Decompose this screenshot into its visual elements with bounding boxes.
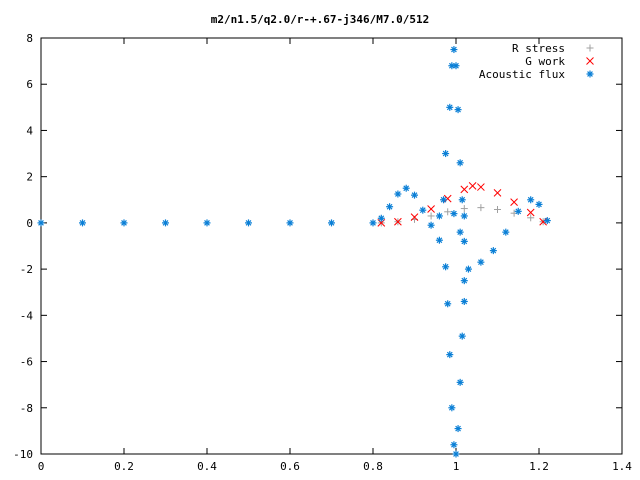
data-point (514, 207, 522, 215)
data-point (369, 219, 377, 227)
legend-label: R stress (512, 42, 565, 55)
data-point (464, 265, 472, 273)
data-point (456, 159, 464, 167)
y-tick-label: -4 (20, 309, 34, 322)
x-tick-label: 0.4 (197, 460, 217, 473)
data-point (477, 204, 485, 212)
data-point (535, 200, 543, 208)
data-point (79, 219, 86, 227)
data-point (419, 206, 427, 214)
data-point (394, 217, 402, 226)
y-tick-label: 6 (26, 78, 33, 91)
series-acoustic-flux (37, 46, 551, 458)
series-r-stress (377, 204, 547, 227)
data-point (502, 228, 510, 236)
data-point (494, 205, 501, 213)
data-point (286, 219, 294, 227)
data-point (377, 214, 385, 222)
data-point (450, 210, 458, 218)
data-point (460, 277, 468, 285)
x-tick-label: 0.2 (114, 460, 134, 473)
series-g-work (377, 182, 548, 227)
legend-marker (586, 57, 594, 65)
data-point (460, 212, 468, 220)
data-point (411, 191, 418, 199)
data-point (526, 208, 535, 217)
data-point (442, 263, 450, 271)
data-point (394, 190, 402, 198)
data-point (386, 203, 394, 211)
y-tick-label: 2 (26, 171, 33, 184)
legend-marker (586, 70, 594, 78)
y-tick-label: 4 (26, 124, 33, 137)
y-tick-label: -10 (13, 448, 33, 461)
data-point (444, 208, 452, 216)
legend-label: Acoustic flux (479, 68, 565, 81)
x-tick-label: 1 (453, 460, 460, 473)
data-point (410, 213, 419, 221)
y-tick-label: -8 (20, 402, 33, 415)
x-tick-label: 0.6 (280, 460, 300, 473)
data-point (245, 219, 252, 227)
data-point (203, 219, 211, 227)
data-point (456, 228, 464, 236)
axis-ticks: 0 0.2 0.4 0.6 0.8 1 1.2 1.4 8 6 4 2 0 -2 -4 -6 -8 -10 (13, 32, 632, 473)
legend-label: G work (525, 55, 565, 68)
data-point (446, 103, 454, 111)
data-point (510, 198, 518, 206)
data-point (435, 236, 443, 244)
y-tick-label: -2 (20, 263, 33, 276)
plot-border (40, 37, 623, 455)
data-point (460, 205, 468, 213)
data-point (402, 184, 410, 192)
data-point (446, 351, 454, 359)
data-point (448, 404, 456, 412)
data-point (442, 150, 450, 158)
x-tick-label: 1.2 (529, 460, 549, 473)
series-layer (37, 46, 551, 458)
data-point (452, 62, 460, 70)
data-point (435, 212, 443, 220)
data-point (120, 219, 128, 227)
data-point (460, 297, 468, 305)
data-point (489, 247, 497, 255)
data-point (458, 196, 466, 204)
data-point (458, 332, 466, 340)
data-point (328, 219, 335, 227)
data-point (427, 212, 435, 220)
data-point (427, 205, 435, 213)
data-point (448, 62, 456, 70)
data-point (450, 441, 458, 449)
data-point (427, 221, 435, 229)
data-point (440, 196, 448, 204)
data-point (527, 196, 535, 204)
y-tick-label: 8 (26, 32, 33, 45)
data-point (444, 300, 452, 308)
data-point (527, 214, 535, 222)
data-point (460, 237, 468, 245)
data-point (477, 258, 485, 266)
data-point (543, 217, 551, 225)
x-tick-label: 1.4 (612, 460, 632, 473)
x-tick-label: 0 (38, 460, 45, 473)
y-tick-label: 0 (26, 217, 33, 230)
data-point (477, 183, 485, 191)
data-point (162, 219, 169, 227)
legend-marker (586, 44, 594, 52)
data-point (460, 185, 469, 194)
data-point (454, 106, 462, 114)
y-tick-label: -6 (20, 356, 33, 369)
data-point (452, 450, 460, 458)
data-point (37, 219, 45, 227)
data-point (493, 188, 502, 197)
data-point (468, 182, 477, 190)
data-point (450, 46, 458, 54)
data-point (456, 378, 464, 386)
chart-title: m2/n1.5/q2.0/r-+.67-j346/M7.0/512 (211, 13, 430, 26)
x-tick-label: 0.8 (363, 460, 383, 473)
data-point (454, 425, 462, 433)
